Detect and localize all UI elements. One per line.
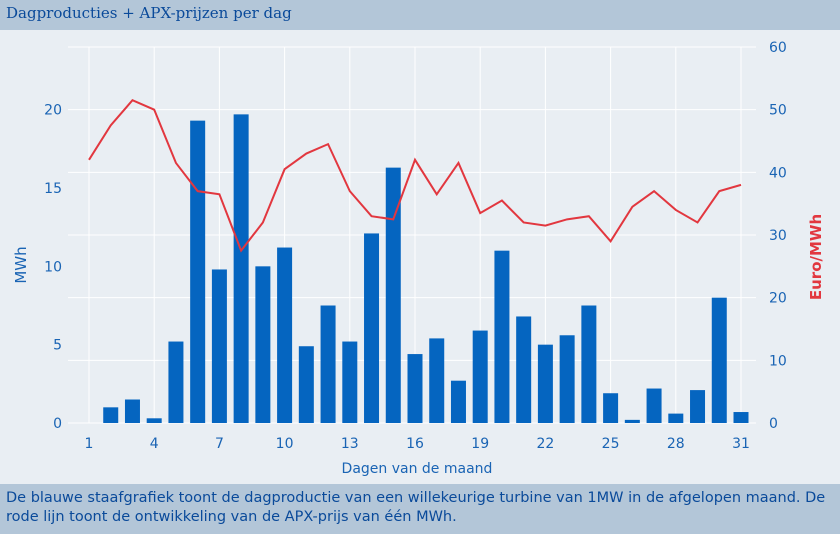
bar-day-31 xyxy=(733,412,749,423)
x-tick-label: 16 xyxy=(406,436,424,452)
bar-day-5 xyxy=(168,341,184,423)
bar-day-21 xyxy=(516,316,532,423)
bar-day-30 xyxy=(711,297,727,423)
left-tick-label: 20 xyxy=(44,103,62,119)
bar-day-8 xyxy=(233,114,249,423)
bar-day-9 xyxy=(255,266,271,423)
bar-day-10 xyxy=(277,247,293,423)
bar-day-12 xyxy=(320,305,336,423)
x-axis-ticks: 1 4 7 10 13 16 19 22 25 28 31 xyxy=(85,436,750,452)
left-tick-label: 15 xyxy=(44,181,62,197)
bar-day-25 xyxy=(603,393,619,423)
x-axis-label: Dagen van de maand xyxy=(342,461,493,477)
bar-day-18 xyxy=(450,380,466,423)
bar-day-28 xyxy=(668,413,684,423)
x-tick-label: 25 xyxy=(602,436,620,452)
bar-day-4 xyxy=(146,418,162,423)
left-axis-label: MWh xyxy=(12,246,30,283)
bar-day-24 xyxy=(581,305,597,423)
bar-day-22 xyxy=(537,344,553,423)
chart-title: Dagproducties + APX-prijzen per dag xyxy=(6,4,292,22)
x-tick-label: 31 xyxy=(732,436,750,452)
bar-day-27 xyxy=(646,388,662,423)
left-tick-label: 5 xyxy=(53,338,62,354)
chart-footer: De blauwe staafgrafiek toont de dagprodu… xyxy=(0,484,840,534)
right-axis-ticks: 0 10 20 30 40 50 60 xyxy=(769,40,787,432)
bar-day-2 xyxy=(103,407,119,423)
bar-day-20 xyxy=(494,250,510,423)
chart-header: Dagproducties + APX-prijzen per dag xyxy=(0,0,840,30)
bar-day-3 xyxy=(124,399,140,423)
bar-day-26 xyxy=(624,419,640,423)
bar-day-19 xyxy=(472,330,488,423)
left-tick-label: 0 xyxy=(53,416,62,432)
right-tick-label: 60 xyxy=(769,40,787,56)
bar-series xyxy=(103,114,749,423)
bar-day-15 xyxy=(385,167,401,423)
x-tick-label: 13 xyxy=(341,436,359,452)
x-tick-label: 7 xyxy=(215,436,224,452)
chart-description: De blauwe staafgrafiek toont de dagprodu… xyxy=(6,490,826,525)
price-line xyxy=(88,99,742,253)
bar-day-14 xyxy=(364,233,380,423)
x-tick-label: 22 xyxy=(536,436,554,452)
bar-day-23 xyxy=(559,335,575,423)
bar-day-7 xyxy=(211,269,227,423)
right-tick-label: 50 xyxy=(769,103,787,119)
bar-day-29 xyxy=(690,390,706,423)
right-tick-label: 30 xyxy=(769,228,787,244)
x-tick-label: 10 xyxy=(276,436,294,452)
left-tick-label: 10 xyxy=(44,259,62,275)
bar-day-13 xyxy=(342,341,358,423)
right-axis-label: Euro/MWh xyxy=(807,214,825,300)
right-tick-label: 0 xyxy=(769,416,778,432)
x-tick-label: 19 xyxy=(471,436,489,452)
x-tick-label: 28 xyxy=(667,436,685,452)
bar-day-17 xyxy=(429,338,445,423)
right-tick-label: 40 xyxy=(769,165,787,181)
x-tick-label: 4 xyxy=(150,436,159,452)
combo-chart: 0 5 10 15 20 0 10 20 30 40 50 60 1 4 7 10 13 16 19 22 25 28… xyxy=(12,40,825,477)
x-tick-label: 1 xyxy=(85,436,94,452)
bar-day-6 xyxy=(190,120,206,423)
bar-day-11 xyxy=(298,346,314,423)
right-tick-label: 20 xyxy=(769,291,787,307)
right-tick-label: 10 xyxy=(769,353,787,369)
bar-day-16 xyxy=(407,354,423,423)
left-axis-ticks: 0 5 10 15 20 xyxy=(44,103,62,432)
